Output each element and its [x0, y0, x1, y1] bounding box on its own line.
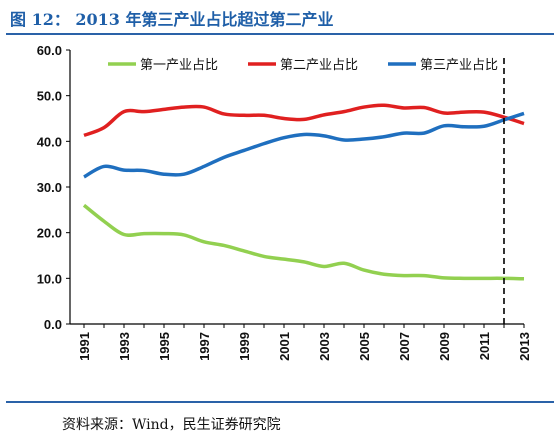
x-tick-label: 1993: [117, 332, 132, 361]
series-line-1: [82, 203, 525, 281]
title-rule: [6, 33, 554, 35]
legend-label-3: 第三产业占比: [420, 58, 498, 73]
source-rule: [6, 401, 554, 403]
line-chart: 0.0 10.0 20.0 30.0 40.0 50.0 60.0 1991 1993 1995…: [37, 43, 532, 361]
y-tick-label: 40.0: [37, 134, 62, 149]
x-tick-label: 2003: [317, 332, 332, 361]
legend-label-1: 第一产业占比: [140, 58, 218, 73]
y-tick-label: 20.0: [37, 226, 62, 241]
legend: 第一产业占比 第二产业占比 第三产业占比: [108, 58, 498, 73]
x-tick-label: 2005: [357, 332, 372, 361]
x-tick-label: 1991: [77, 332, 92, 361]
y-tick-label: 10.0: [37, 271, 62, 286]
axes: [69, 50, 524, 325]
y-tick-label: 50.0: [37, 89, 62, 104]
y-tick-label: 30.0: [37, 180, 62, 195]
x-tick-label: 1997: [197, 332, 212, 361]
x-tick-label: 2009: [437, 332, 452, 361]
x-tick-label: 1999: [237, 332, 252, 361]
legend-label-2: 第二产业占比: [280, 58, 358, 73]
x-tick-label: 2007: [397, 332, 412, 361]
y-tick-label: 0.0: [44, 317, 62, 332]
source-note: 资料来源：Wind，民生证券研究院: [62, 417, 281, 433]
series-line-2: [83, 103, 525, 138]
series-lines: [82, 103, 525, 281]
y-tick-label: 60.0: [37, 43, 62, 58]
x-tick-label: 2013: [517, 332, 532, 361]
x-ticks: 1991 1993 1995 1997 1999 2001 2003 2005 2007 2009…: [77, 324, 532, 361]
series-line-3: [83, 111, 525, 179]
x-tick-label: 1995: [157, 332, 172, 361]
x-tick-label: 2011: [477, 332, 492, 360]
x-tick-label: 2001: [277, 332, 292, 361]
y-ticks: 0.0 10.0 20.0 30.0 40.0 50.0 60.0: [37, 43, 70, 332]
page-title: 图 12： 2013 年第三产业占比超过第二产业: [10, 10, 334, 29]
